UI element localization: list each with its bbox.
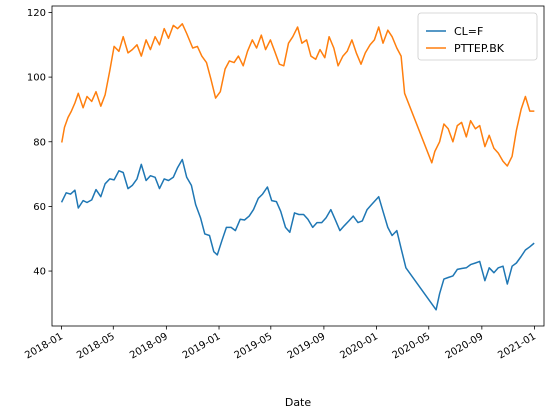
legend-label-cl: CL=F xyxy=(454,25,483,38)
y-tick-label: 80 xyxy=(33,137,46,148)
y-tick-label: 120 xyxy=(27,8,46,19)
x-tick-label: 2019-01 xyxy=(181,331,223,361)
x-tick-label: 2018-01 xyxy=(23,331,65,361)
legend: CL=F PTTEP.BK xyxy=(417,12,538,61)
series-line-1 xyxy=(61,23,535,167)
x-tick-label: 2020-09 xyxy=(444,331,486,361)
x-tick-label: 2019-09 xyxy=(286,331,328,361)
x-tick-label: 2020-05 xyxy=(391,331,433,361)
series-line-0 xyxy=(60,158,535,311)
series-layer xyxy=(60,23,535,311)
x-axis: 2018-01 2018-05 2018-09 2019-01 2019-05 2019-… xyxy=(23,326,538,361)
legend-label-pttep: PTTEP.BK xyxy=(454,42,505,55)
x-tick-label: 2019-05 xyxy=(233,331,275,361)
plot-frame xyxy=(51,5,545,327)
x-tick-label: 2018-09 xyxy=(128,331,170,361)
x-axis-label: Date xyxy=(285,396,312,409)
x-tick-label: 2021-01 xyxy=(496,331,538,361)
x-tick-label: 2018-05 xyxy=(75,331,117,361)
y-tick-label: 60 xyxy=(33,202,46,213)
y-tick-label: 100 xyxy=(27,73,46,84)
legend-box xyxy=(417,12,538,61)
x-tick-label: 2020-01 xyxy=(338,331,380,361)
y-axis: 40 60 80 100 120 xyxy=(27,8,52,278)
y-tick-label: 40 xyxy=(33,267,46,278)
